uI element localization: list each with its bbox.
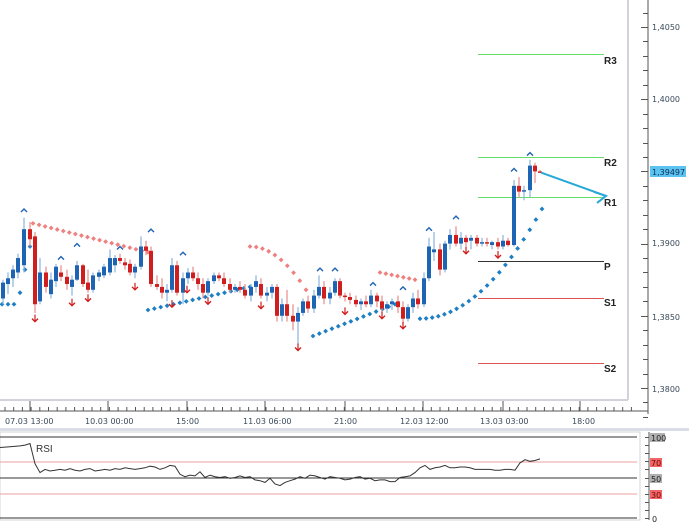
- pivot-levels: [478, 54, 604, 364]
- price-label-13800: 1,3800: [652, 385, 680, 394]
- time-label-1: 07.03 13:00: [5, 417, 54, 426]
- pivot-label-s1: S1: [604, 298, 617, 309]
- price-label-13850: 1,3850: [652, 313, 680, 322]
- rsi-label-0: 0: [652, 515, 657, 524]
- time-label-7: 13.03 03:00: [480, 417, 529, 426]
- time-label-8: 18:00: [572, 417, 595, 426]
- time-label-4: 11.03 06:00: [243, 417, 292, 426]
- time-label-2: 10.03 00:00: [85, 417, 134, 426]
- time-label-3: 15:00: [176, 417, 199, 426]
- rsi-frame: [0, 431, 641, 521]
- rsi-badge-30: [650, 490, 662, 499]
- price-panel[interactable]: R3 R2 R1 P S1 S2: [0, 0, 629, 401]
- rsi-badge-50: [650, 474, 662, 483]
- pivot-label-r2: R2: [604, 158, 617, 169]
- pivot-label-r1: R1: [604, 198, 617, 209]
- pivot-label-s2: S2: [604, 364, 617, 375]
- rsi-line: [0, 442, 541, 487]
- rsi-axis-ticks: [645, 437, 649, 519]
- time-axis[interactable]: 07.03 13:00 10.03 00:00 15:00 11.03 06:0…: [0, 401, 648, 426]
- rsi-panel[interactable]: RSI 100 70 50 30 0: [0, 431, 666, 524]
- current-price-label: 1,39497: [652, 168, 685, 177]
- candlesticks: [1, 159, 542, 345]
- pivot-label-r3: R3: [604, 56, 617, 67]
- trend-arrow: [540, 171, 609, 204]
- time-label-6: 12.03 12:00: [400, 417, 449, 426]
- price-label-13900: 1,3900: [652, 239, 680, 248]
- time-label-5: 21:00: [334, 417, 357, 426]
- panel-separator[interactable]: [0, 428, 689, 431]
- rsi-badge-70: [650, 458, 662, 467]
- time-axis-ticks: [4, 401, 632, 411]
- current-price-badge: [650, 166, 686, 177]
- price-label-14050: 1,4050: [652, 23, 680, 32]
- pivot-label-p: P: [604, 262, 611, 273]
- rsi-label-30: 30: [651, 491, 661, 500]
- rsi-title: RSI: [36, 444, 53, 455]
- price-axis-ticks: [641, 13, 648, 418]
- price-axis[interactable]: 1,4050 1,4000 1,3900 1,3850 1,3800 1,394…: [641, 0, 686, 418]
- price-label-14000: 1,4000: [652, 95, 680, 104]
- rsi-label-50: 50: [651, 475, 661, 484]
- rsi-badge-100: [650, 433, 665, 442]
- rsi-label-70: 70: [651, 459, 661, 468]
- rsi-label-100: 100: [651, 434, 666, 443]
- fractal-markers: [20, 151, 534, 352]
